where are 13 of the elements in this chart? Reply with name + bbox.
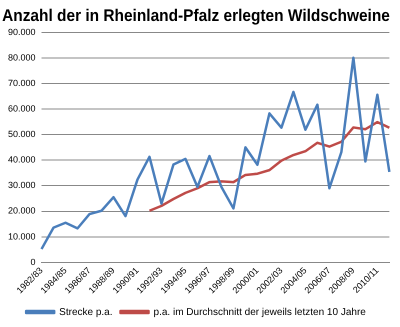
y-tick-label: 80.000 <box>8 52 36 62</box>
y-tick-label: 50.000 <box>8 129 36 140</box>
legend-label: p.a. im Durchschnitt der jeweils letzten 10 Jahre <box>154 306 366 318</box>
y-tick-label: 20.000 <box>8 206 36 216</box>
y-tick-label: 70.000 <box>8 78 36 88</box>
chart-title: Anzahl der in Rheinland-Pfalz erlegten Wildschweine <box>2 6 390 26</box>
y-tick-label: 10.000 <box>8 231 36 242</box>
legend-label: Strecke p.a. <box>59 306 113 318</box>
y-tick-label: 60.000 <box>8 104 36 114</box>
y-tick-label: 0 <box>30 256 36 267</box>
y-tick-label: 30.000 <box>8 180 36 190</box>
y-tick-label: 90.000 <box>8 26 36 37</box>
y-tick-label: 40.000 <box>8 154 36 165</box>
